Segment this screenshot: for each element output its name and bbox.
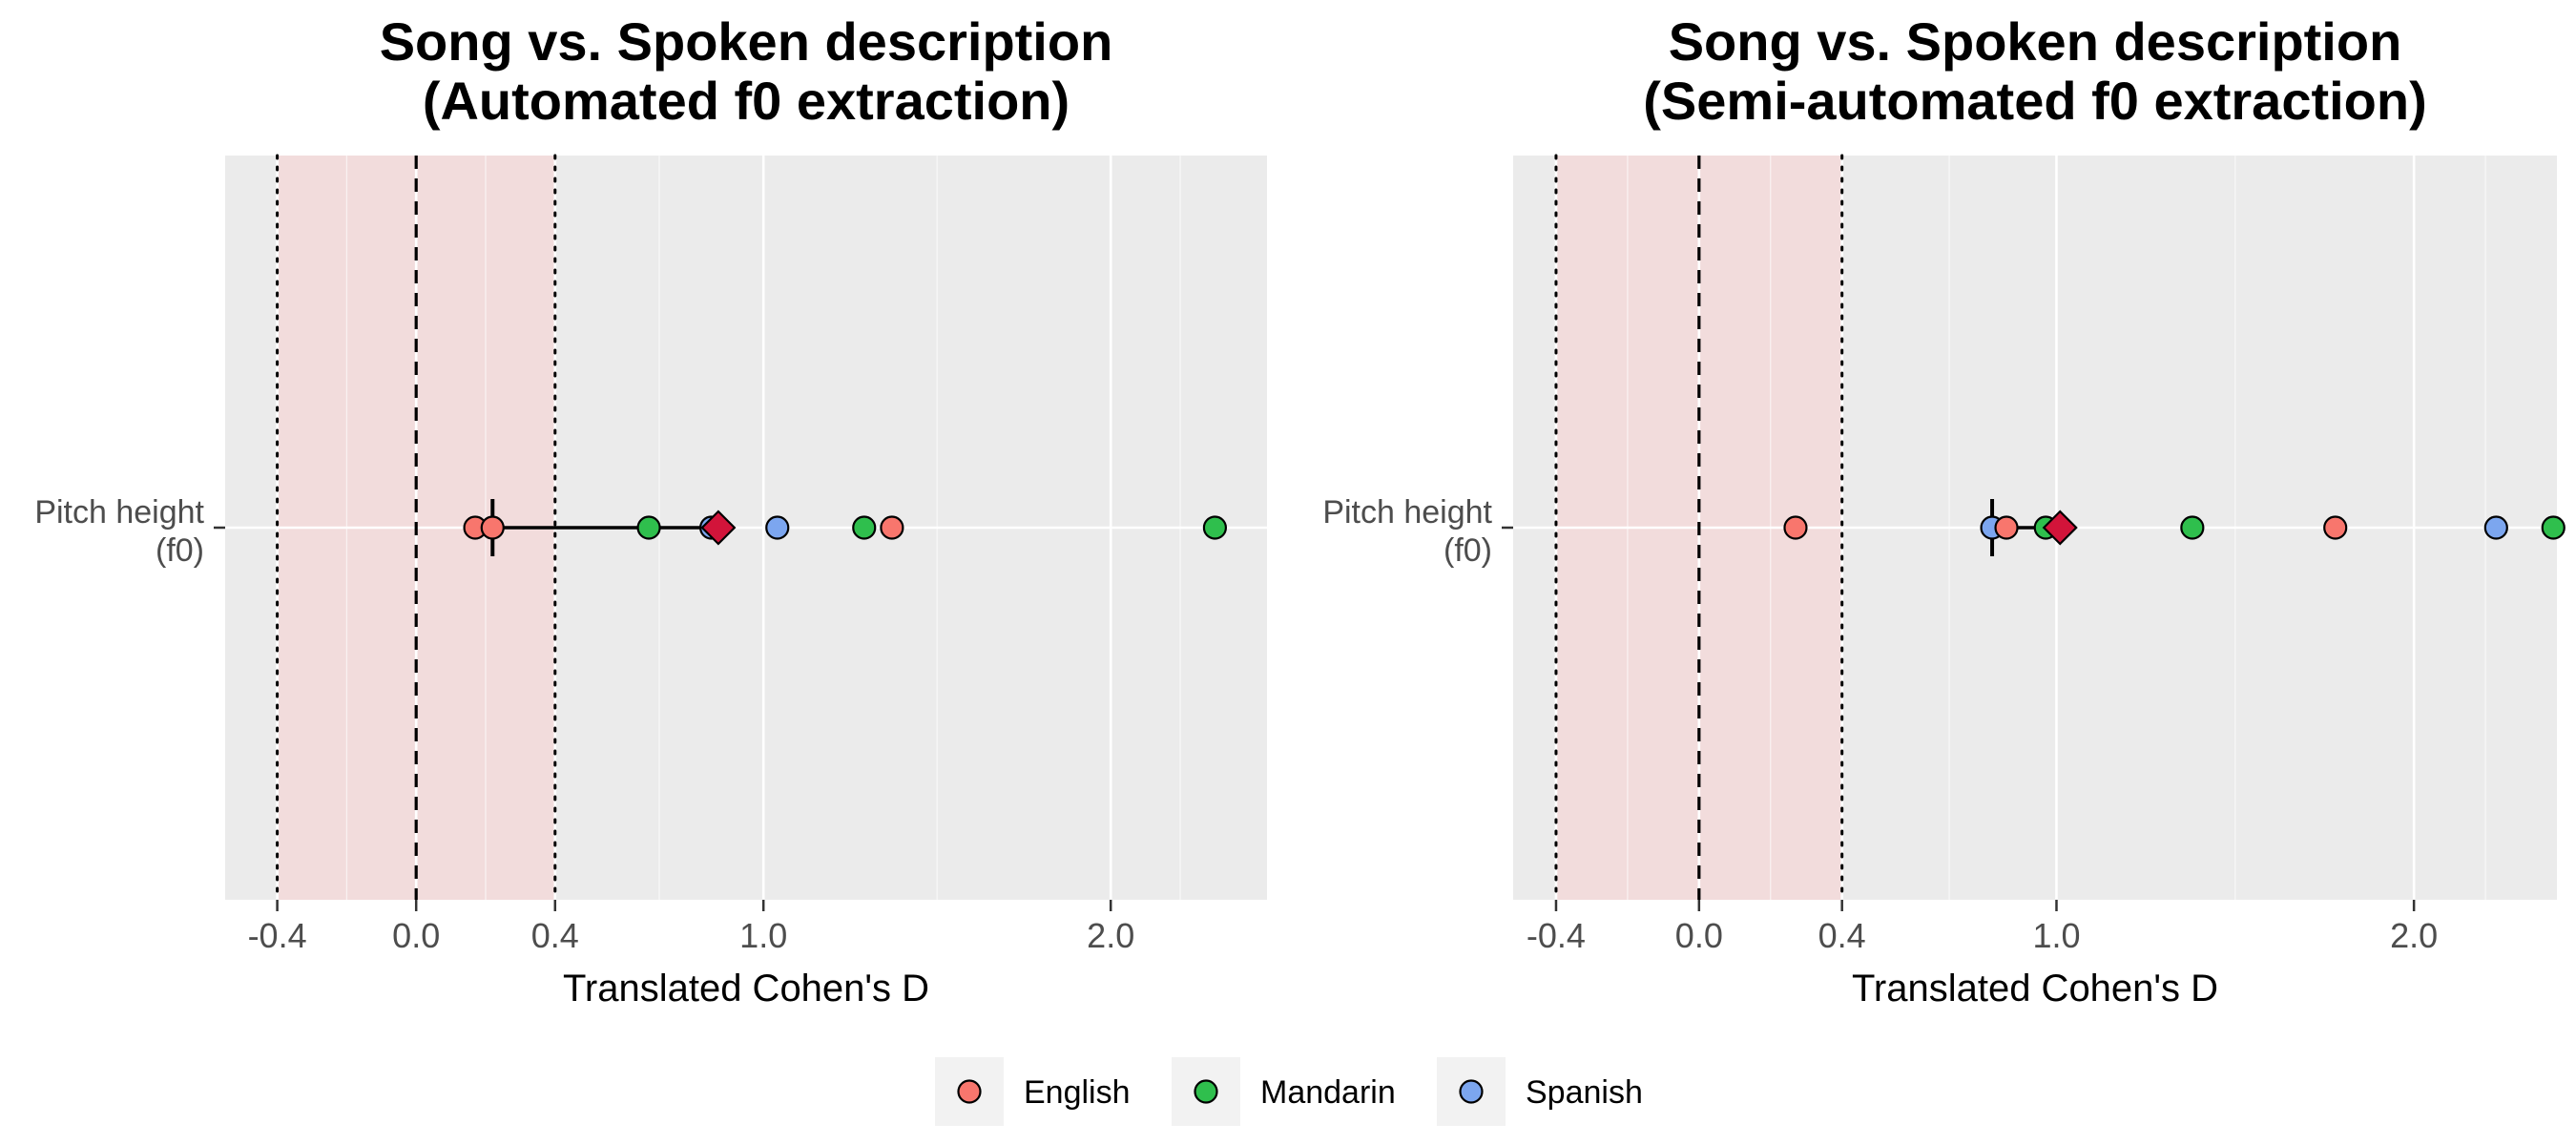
legend-label: English	[1024, 1074, 1131, 1111]
legend-item-mandarin: Mandarin	[1172, 1057, 1396, 1126]
legend-label: Spanish	[1526, 1074, 1643, 1111]
data-point-english	[1994, 515, 2019, 540]
data-point-english	[1783, 515, 1808, 540]
data-point-spanish	[2483, 515, 2508, 540]
data-point-mandarin	[852, 515, 877, 540]
data-point-english	[880, 515, 904, 540]
x-tick-label: -0.4	[1527, 916, 1586, 955]
x-tick-label: 2.0	[2390, 916, 2438, 955]
data-point-english	[480, 515, 505, 540]
data-point-english	[2323, 515, 2348, 540]
y-category-label: Pitch height	[34, 494, 204, 531]
x-tick-label: 1.0	[2032, 916, 2080, 955]
legend-item-english: English	[935, 1057, 1131, 1126]
x-axis-title: Translated Cohen's D	[1852, 968, 2218, 1010]
x-tick-label: 0.0	[1675, 916, 1723, 955]
y-category-label: Pitch height	[1322, 494, 1492, 531]
estimate-marker	[700, 510, 737, 546]
x-axis-title: Translated Cohen's D	[563, 968, 929, 1010]
legend-label: Mandarin	[1260, 1074, 1396, 1111]
data-point-spanish	[765, 515, 790, 540]
legend-item-spanish: Spanish	[1437, 1057, 1643, 1126]
chart-panel-2: Song vs. Spoken description(Semi-automat…	[1322, 11, 2566, 1010]
legend-key-mandarin	[1194, 1079, 1218, 1104]
data-point-mandarin	[2180, 515, 2205, 540]
x-tick-label: 1.0	[739, 916, 787, 955]
data-point-mandarin	[636, 515, 661, 540]
chart-title-line: Song vs. Spoken description	[380, 11, 1113, 72]
y-category-label: (f0)	[1444, 532, 1492, 569]
chart-title-line: (Semi-automated f0 extraction)	[1643, 71, 2427, 131]
legend-key-english	[957, 1079, 982, 1104]
y-category-label: (f0)	[156, 532, 204, 569]
estimate-marker	[2042, 510, 2078, 546]
x-tick-label: -0.4	[248, 916, 307, 955]
legend: English Mandarin Spanish	[935, 1057, 1643, 1126]
chart-title-line: Song vs. Spoken description	[1669, 11, 2402, 72]
data-point-mandarin	[2541, 515, 2566, 540]
x-tick-label: 0.4	[1818, 916, 1866, 955]
data-point-mandarin	[1202, 515, 1228, 540]
x-tick-label: 0.0	[392, 916, 440, 955]
chart-panel-1: Song vs. Spoken description(Automated f0…	[34, 11, 1267, 1010]
chart-title-line: (Automated f0 extraction)	[423, 71, 1070, 131]
legend-key-spanish	[1459, 1079, 1484, 1104]
x-tick-label: 0.4	[531, 916, 579, 955]
x-tick-label: 2.0	[1087, 916, 1134, 955]
chart-panels: Song vs. Spoken description(Automated f0…	[34, 11, 2566, 1010]
